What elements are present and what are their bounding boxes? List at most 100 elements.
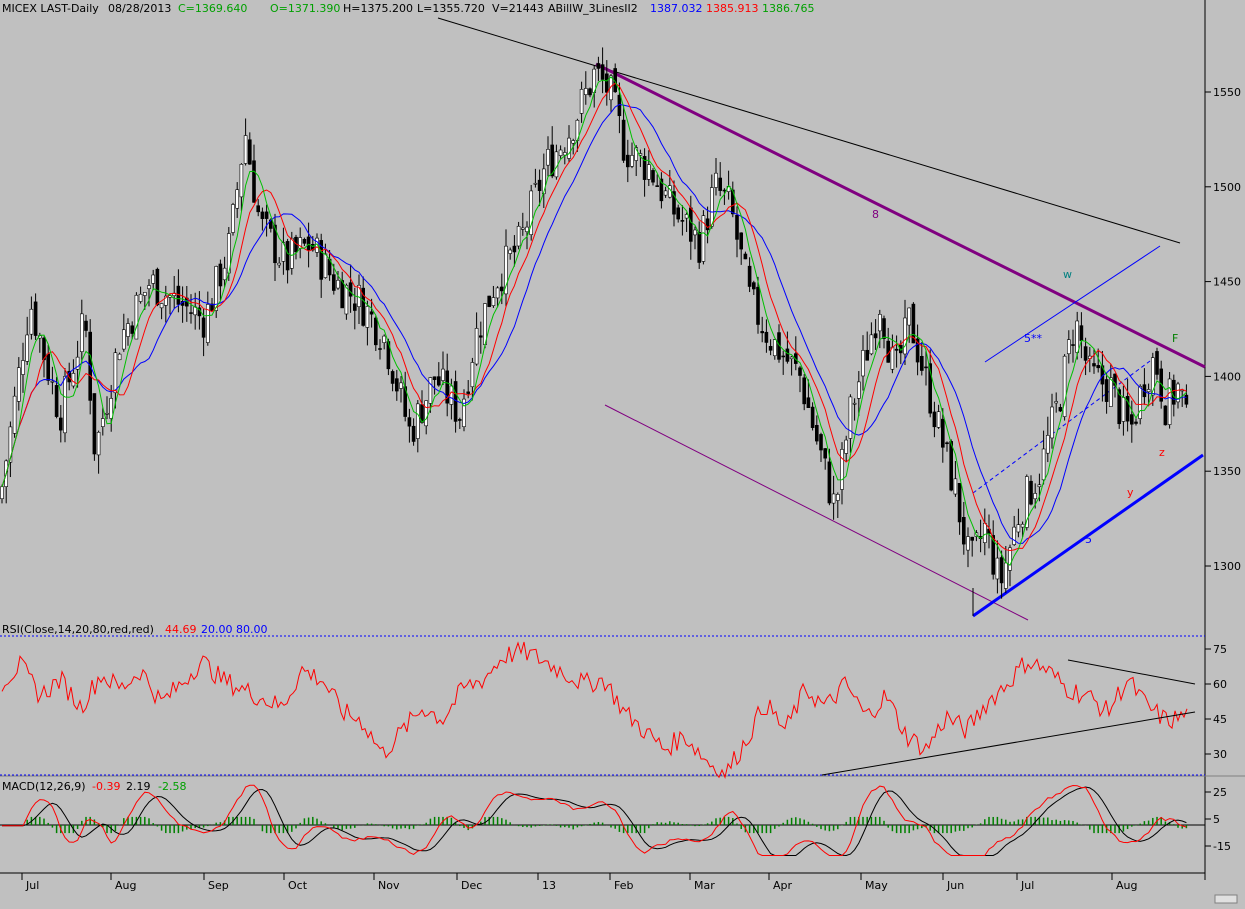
candle-body: [588, 88, 592, 96]
candle-body: [206, 304, 210, 343]
candle-body: [1020, 523, 1025, 528]
rsi-title: RSI(Close,14,20,80,red,red): [2, 623, 154, 636]
candle-body: [802, 377, 807, 405]
candle-body: [546, 149, 550, 166]
x-tick-label: Aug: [115, 879, 136, 892]
candle-body: [1163, 405, 1168, 426]
candle-body: [1184, 394, 1189, 405]
candle-body: [835, 494, 840, 501]
candle-body: [1037, 484, 1042, 488]
candle-body: [340, 280, 345, 309]
candle-body: [499, 286, 504, 292]
candle-body: [621, 119, 626, 161]
candle-body: [411, 425, 416, 442]
candle-body: [214, 266, 218, 311]
ma-green-line: [1, 76, 1187, 566]
candle-body: [1096, 365, 1100, 369]
candle-body: [995, 557, 1000, 580]
trendline-wave-8: [595, 62, 1206, 369]
candle-body: [940, 418, 945, 448]
candle-body: [1062, 355, 1067, 417]
rsi-y-tick-label: 30: [1213, 748, 1227, 761]
candle-body: [1130, 414, 1134, 425]
candle-body: [697, 232, 702, 263]
wave-label-5: 5: [1085, 533, 1092, 546]
price-y-tick-label: 1450: [1213, 276, 1241, 289]
candle-body: [1012, 526, 1017, 545]
candle-body: [747, 265, 752, 287]
x-tick-label: 13: [542, 879, 556, 892]
x-tick-label: Aug: [1116, 879, 1137, 892]
candle-body: [991, 535, 996, 575]
candle-body: [1134, 421, 1138, 424]
candle-body: [80, 313, 84, 352]
candle-body: [877, 314, 882, 332]
candle-body: [680, 220, 685, 222]
candle-body: [428, 377, 433, 404]
scroll-handle[interactable]: [1214, 894, 1238, 904]
candle-body: [474, 328, 479, 365]
candle-body: [936, 411, 941, 428]
candle-body: [0, 486, 4, 500]
candle-body: [369, 311, 374, 315]
candle-body: [147, 285, 151, 290]
candle-body: [252, 160, 256, 203]
candle-body: [8, 426, 13, 463]
candle-body: [248, 139, 252, 165]
header-ma-green: 1386.765: [762, 2, 815, 15]
candle-body: [1025, 476, 1029, 528]
candle-body: [970, 536, 975, 541]
candle-body: [50, 380, 55, 383]
channel-line-blue: [984, 245, 1161, 363]
candle-body: [751, 282, 756, 290]
x-tick-label: Apr: [773, 879, 793, 892]
header-volume: V=21443: [492, 2, 544, 15]
candle-body: [1151, 357, 1155, 396]
x-tick-label: Dec: [461, 879, 482, 892]
rsi-trendline-lower: [821, 711, 1196, 776]
candle-body: [84, 320, 88, 331]
candle-body: [306, 236, 311, 251]
candle-body: [256, 205, 261, 213]
candle-body: [508, 249, 513, 254]
candle-body: [92, 393, 97, 455]
candle-body: [105, 412, 109, 415]
macd-y-tick-label: 25: [1213, 786, 1227, 799]
candle-body: [785, 348, 790, 362]
candle-body: [1008, 547, 1012, 571]
x-tick-label: Jun: [946, 879, 964, 892]
candle-body: [58, 417, 63, 431]
candle-body: [264, 211, 269, 219]
candle-body: [827, 461, 832, 504]
candle-body: [1003, 562, 1008, 589]
candle-body: [966, 536, 970, 551]
candle-body: [924, 366, 928, 369]
candle-body: [743, 253, 748, 260]
candle-body: [848, 396, 853, 439]
candle-body: [155, 268, 160, 306]
trendline-wave-5: [972, 453, 1204, 618]
candle-body: [1033, 493, 1037, 500]
candle-body: [143, 292, 147, 296]
candle-body: [1029, 480, 1033, 505]
rsi-low-band-value: 20.00: [201, 623, 233, 636]
candle-body: [1092, 363, 1096, 367]
candle-body: [218, 263, 223, 287]
candle-body: [117, 353, 122, 361]
candle-body: [562, 152, 567, 156]
candle-body: [789, 356, 794, 360]
candle-body: [323, 253, 328, 278]
x-tick-label: Sep: [208, 879, 229, 892]
candle-body: [491, 297, 496, 306]
candle-body: [243, 135, 248, 164]
candle-body: [285, 241, 290, 271]
candle-body: [277, 262, 282, 266]
candle-body: [101, 418, 105, 427]
rsi-trendline-upper: [1067, 659, 1196, 685]
header-date: 08/28/2013: [108, 2, 171, 15]
candle-body: [550, 144, 555, 177]
candle-body: [756, 286, 760, 325]
macd-y-tick-label: 5: [1213, 813, 1220, 826]
macd-hist-value: -2.58: [158, 780, 186, 793]
candle-body: [1167, 378, 1172, 425]
